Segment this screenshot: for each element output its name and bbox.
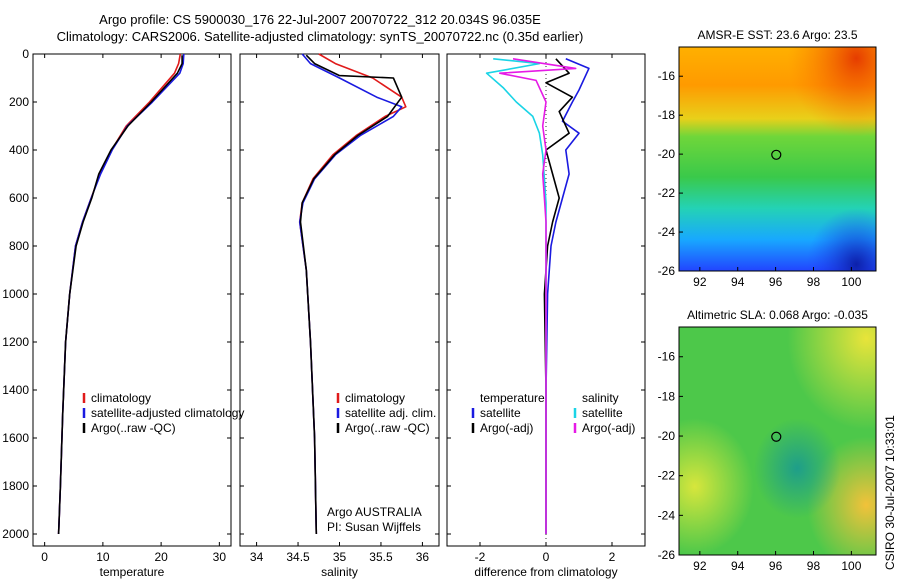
map-x-tick-label: 96 [769,559,783,573]
series-line-temperature-argo-adj- [543,58,574,534]
sst-map-panel: 92 94 96 98 100 -16 -18 -20 -22 -24 -26 AMSR-E SST:… [658,28,877,289]
legend-diff-temp-argo-label: Argo(-adj) [480,421,533,435]
legend-temp-2-label: Argo(..raw -QC) [91,421,176,435]
map-y-tick-label: -24 [658,508,676,522]
figure-title-line1: Argo profile: CS 5900030_176 22-Jul-2007… [99,12,541,27]
map-title: Altimetric SLA: 0.068 Argo: -0.035 [687,308,868,322]
y-tick-label: 1800 [2,479,29,493]
y-tick-label: 2000 [2,527,29,541]
map-x-tick-label: 94 [731,275,745,289]
y-tick-label: 400 [9,143,29,157]
series-line-climatology [57,53,182,535]
x-tick-label: 34.5 [286,550,310,564]
legend-diff-temp-sat-label: satellite [480,406,521,420]
legend-sal-2-label: Argo(..raw -QC) [345,421,430,435]
y-tick-label: 1400 [2,383,29,397]
map-x-tick-label: 96 [769,275,783,289]
plot-frame [32,53,232,547]
legend-temp-0-label: climatology [91,391,151,405]
x-tick-label: 0 [41,550,48,564]
x-axis-label: temperature [100,565,165,579]
y-tick-label: 200 [9,95,29,109]
legend-diff-sal-sat-label: satellite [582,406,623,420]
x-tick-label: 0 [543,550,550,564]
legend-diff-sal-argo-label: Argo(-adj) [582,421,635,435]
legend-diff-salinity-heading: salinity [582,391,619,405]
map-y-tick-label: -22 [658,186,676,200]
map-y-tick-label: -24 [658,225,676,239]
map-frame [678,326,877,556]
map-x-tick-label: 100 [841,559,861,573]
x-tick-label: 10 [96,550,110,564]
map-x-tick-label: 98 [807,559,821,573]
map-y-tick-label: -18 [658,389,676,403]
map-y-tick-label: -22 [658,469,676,483]
legend-sal-0-label: climatology [345,391,405,405]
x-tick-label: 36 [416,550,430,564]
series-line-salinity-satellite [485,58,547,534]
series-line-satellite-adjusted-climatology [57,53,185,535]
salinity-profile-panel: 34 34.5 35 35.5 36 salinity climatologysatelli… [239,53,440,579]
map-x-tick-label: 94 [731,559,745,573]
map-x-tick-label: 92 [693,559,707,573]
y-tick-label: 800 [9,239,29,253]
x-tick-label: 2 [609,550,616,564]
map-y-tick-label: -20 [658,147,676,161]
map-title: AMSR-E SST: 23.6 Argo: 23.5 [697,28,857,42]
y-tick-label: 0 [22,47,29,61]
x-tick-label: 35 [333,550,347,564]
map-x-tick-label: 92 [693,275,707,289]
map-y-tick-label: -20 [658,429,676,443]
annotation-argo: Argo AUSTRALIA [327,505,422,519]
x-axis-label: difference from climatology [474,565,617,579]
map-y-tick-label: -26 [658,548,676,562]
x-tick-label: -2 [475,550,486,564]
series-line-salinity-argo-adj- [498,58,577,534]
legend-sal-1-label: satellite adj. clim. [345,406,436,420]
map-y-tick-label: -16 [658,69,676,83]
x-tick-label: 20 [154,550,168,564]
map-y-tick-label: -26 [658,264,676,278]
argo-location-marker [771,431,782,442]
legend-diff-temperature-heading: temperature [480,391,545,405]
x-tick-label: 35.5 [369,550,393,564]
x-tick-label: 34 [250,550,264,564]
series-line-argo-raw-qc- [299,54,403,535]
y-tick-label: 600 [9,191,29,205]
annotation-pi: PI: Susan Wijffels [327,520,421,534]
legend-temp-1-label: satellite-adjusted climatology [91,406,244,420]
argo-location-marker [771,149,782,160]
side-timestamp-label: CSIRO 30-Jul-2007 10:33:01 [883,415,897,570]
sla-map-panel: 92 94 96 98 100 -16 -18 -20 -22 -24 -26 Altimetric … [658,308,877,573]
map-y-tick-label: -18 [658,108,676,122]
y-tick-label: 1600 [2,431,29,445]
figure-title-line2: Climatology: CARS2006. Satellite-adjuste… [56,29,584,44]
x-tick-label: 30 [213,550,227,564]
series-line-argo-raw-qc- [57,55,183,535]
y-tick-label: 1200 [2,335,29,349]
map-y-tick-label: -16 [658,350,676,364]
x-axis-label: salinity [321,565,358,579]
y-tick-label: 1000 [2,287,29,301]
plot-frame [239,53,440,547]
map-x-tick-label: 98 [807,275,821,289]
temperature-profile-panel: 0 200 400 600 800 1000 1200 1400 1600 1800 2000 0 10… [2,47,244,579]
map-frame [678,46,877,272]
map-x-tick-label: 100 [841,275,861,289]
